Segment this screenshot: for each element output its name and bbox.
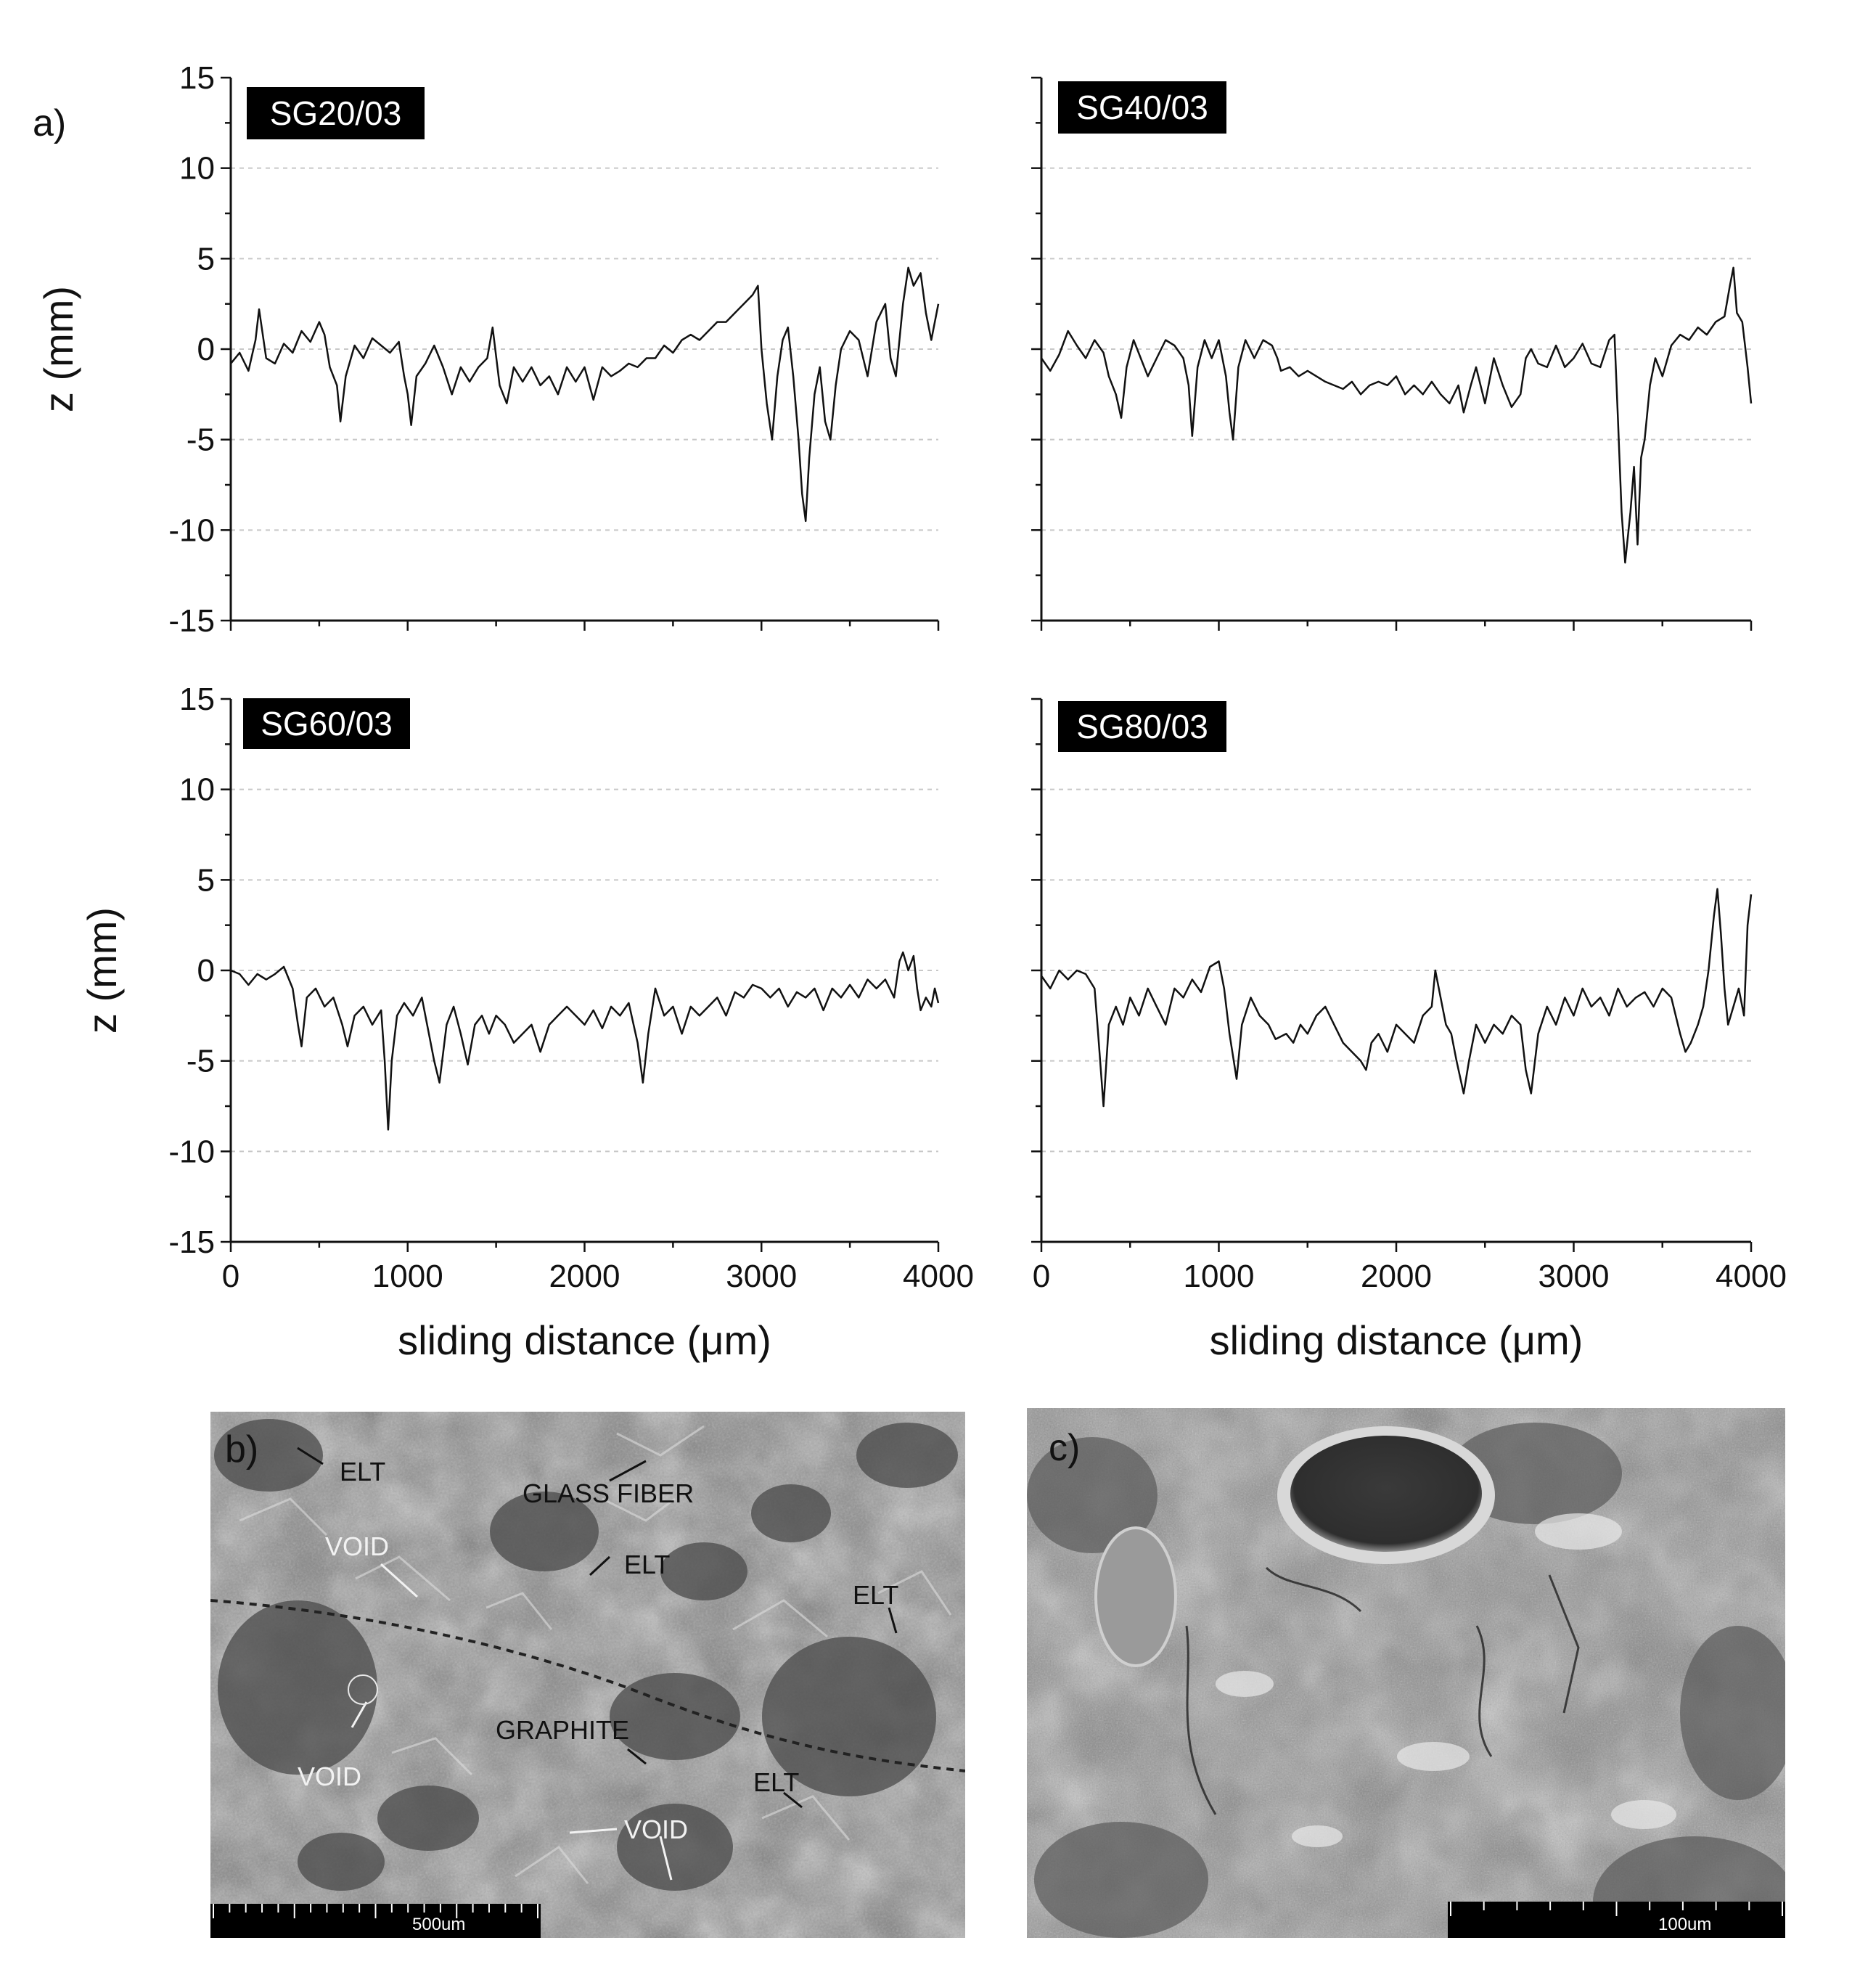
annotation-elt: ELT (753, 1767, 800, 1797)
chart-panel-4: 0 1000 2000 3000 4000 sliding distance (μm) SG… (1031, 698, 1787, 1363)
y-tick-label: 0 (197, 953, 215, 989)
y-tick-label: -5 (187, 422, 215, 458)
x-tick-label: 4000 (1716, 1259, 1787, 1294)
profile-line (230, 266, 940, 523)
worn-boundary-dashed-line (210, 1599, 965, 1772)
annotation-arrows (297, 1447, 898, 1881)
x-tick-label: 0 (222, 1259, 239, 1294)
chart-panel-2: SG40/03 (1031, 76, 1753, 631)
x-tick-label: 0 (1033, 1259, 1050, 1294)
scale-bar-b: 500um (210, 1904, 541, 1938)
annotation-void: VOID (298, 1762, 362, 1791)
sample-label: SG80/03 (1076, 708, 1208, 745)
x-tick-label: 3000 (1538, 1259, 1610, 1294)
x-tick-label: 3000 (726, 1259, 797, 1294)
y-tick-label: 10 (179, 772, 215, 808)
y-axis-label: z (mm) (36, 286, 81, 412)
x-tick-label: 1000 (1184, 1259, 1255, 1294)
sample-label-box (1058, 701, 1226, 752)
sem-c-texture (1027, 1408, 1785, 1938)
charts-svg: 15 10 5 0 -5 -10 -15 z (mm) SG20/03 SG40/03 15 10 5 0… (36, 60, 1787, 1363)
y-tick-label: -10 (168, 1134, 215, 1169)
profile-line (1040, 266, 1753, 564)
panel-b-label: b) (225, 1428, 259, 1470)
y-tick-label: 5 (197, 862, 215, 898)
profile-line (230, 951, 940, 1131)
chart-panel-1: 15 10 5 0 -5 -10 -15 z (mm) SG20/03 (36, 60, 940, 639)
y-axis-label: z (mm) (79, 907, 125, 1034)
sample-label-box (247, 87, 425, 139)
wear-pit (1290, 1436, 1482, 1552)
annotation-void: VOID (325, 1531, 390, 1561)
cracks (1185, 1566, 1580, 1815)
x-tick-label: 1000 (372, 1259, 443, 1294)
bright-ridges (239, 1425, 952, 1884)
annotation-elt: ELT (624, 1550, 671, 1579)
scale-ticks (213, 1904, 538, 1918)
sem-b-texture (210, 1412, 965, 1938)
profile-line (1040, 888, 1753, 1108)
annotation-elt: ELT (853, 1580, 899, 1610)
bright-debris (1216, 1513, 1676, 1847)
particle (1094, 1526, 1177, 1667)
annotation-glass-fiber: GLASS FIBER (523, 1478, 694, 1508)
y-tick-label: -10 (168, 512, 215, 548)
y-tick-label: 0 (197, 332, 215, 367)
annotation-elt: ELT (340, 1457, 386, 1486)
scale-label-c: 100um (1658, 1915, 1712, 1934)
y-tick-label: 10 (179, 151, 215, 187)
sem-image-b: b) ELT GLASS FIBER VOID ELT ELT VOID GRA… (210, 1412, 965, 1938)
panel-c-label: c) (1049, 1427, 1081, 1469)
y-tick-label: 15 (179, 682, 215, 717)
y-tick-label: -15 (168, 1224, 215, 1260)
sample-label: SG60/03 (261, 705, 393, 743)
scale-bar-c: 100um (1448, 1902, 1785, 1938)
x-tick-label: 4000 (903, 1259, 974, 1294)
sample-label-box (243, 698, 410, 749)
y-tick-label: 5 (197, 241, 215, 277)
sem-image-c: c) 100um (1027, 1408, 1785, 1938)
y-tick-label: -15 (168, 603, 215, 639)
scale-ticks (1450, 1902, 1783, 1916)
panel-a-label: a) (33, 102, 67, 144)
sample-label: SG40/03 (1076, 89, 1208, 126)
x-axis-label: sliding distance (μm) (398, 1317, 771, 1363)
x-axis-label: sliding distance (μm) (1210, 1317, 1583, 1363)
x-tick-label: 2000 (549, 1259, 620, 1294)
y-tick-label: 15 (179, 60, 215, 96)
sample-label: SG20/03 (270, 94, 402, 132)
x-tick-label: 2000 (1361, 1259, 1432, 1294)
dark-regions (214, 1419, 958, 1891)
sample-label-box (1058, 81, 1226, 134)
scale-label-b: 500um (412, 1915, 466, 1934)
annotation-void: VOID (624, 1815, 689, 1844)
y-tick-label: -5 (187, 1044, 215, 1079)
annotation-graphite: GRAPHITE (496, 1715, 630, 1745)
